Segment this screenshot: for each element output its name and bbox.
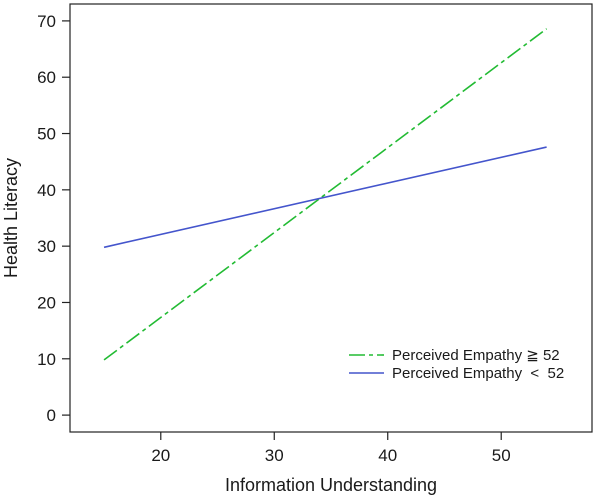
x-tick-label: 50 xyxy=(492,446,511,465)
plot-frame xyxy=(69,3,593,433)
y-tick-label: 20 xyxy=(37,293,56,312)
y-axis: 0 10 20 30 40 50 60 70 xyxy=(37,12,70,425)
legend-label-perceived-empathy-high: Perceived Empathy ≧ 52 xyxy=(392,347,560,364)
y-tick-label: 50 xyxy=(37,125,56,144)
legend: Perceived Empathy ≧ 52 Perceived Empathy… xyxy=(349,347,564,382)
series-line-1 xyxy=(103,146,547,249)
legend-label-perceived-empathy-low: Perceived Empathy < 52 xyxy=(392,365,564,382)
x-tick-label: 30 xyxy=(265,446,284,465)
y-tick-label: 70 xyxy=(37,12,56,31)
x-axis-title: Information Understanding xyxy=(225,475,437,495)
y-axis-title: Health Literacy xyxy=(1,158,21,278)
series-layer xyxy=(103,28,548,361)
y-tick-label: 40 xyxy=(37,181,56,200)
x-tick-label: 40 xyxy=(378,446,397,465)
y-tick-label: 30 xyxy=(37,237,56,256)
y-tick-label: 60 xyxy=(37,68,56,87)
series-line-0 xyxy=(103,28,548,361)
y-tick-label: 0 xyxy=(47,406,56,425)
x-tick-label: 20 xyxy=(151,446,170,465)
y-tick-label: 10 xyxy=(37,350,56,369)
x-axis: 20 30 40 50 xyxy=(151,432,511,465)
